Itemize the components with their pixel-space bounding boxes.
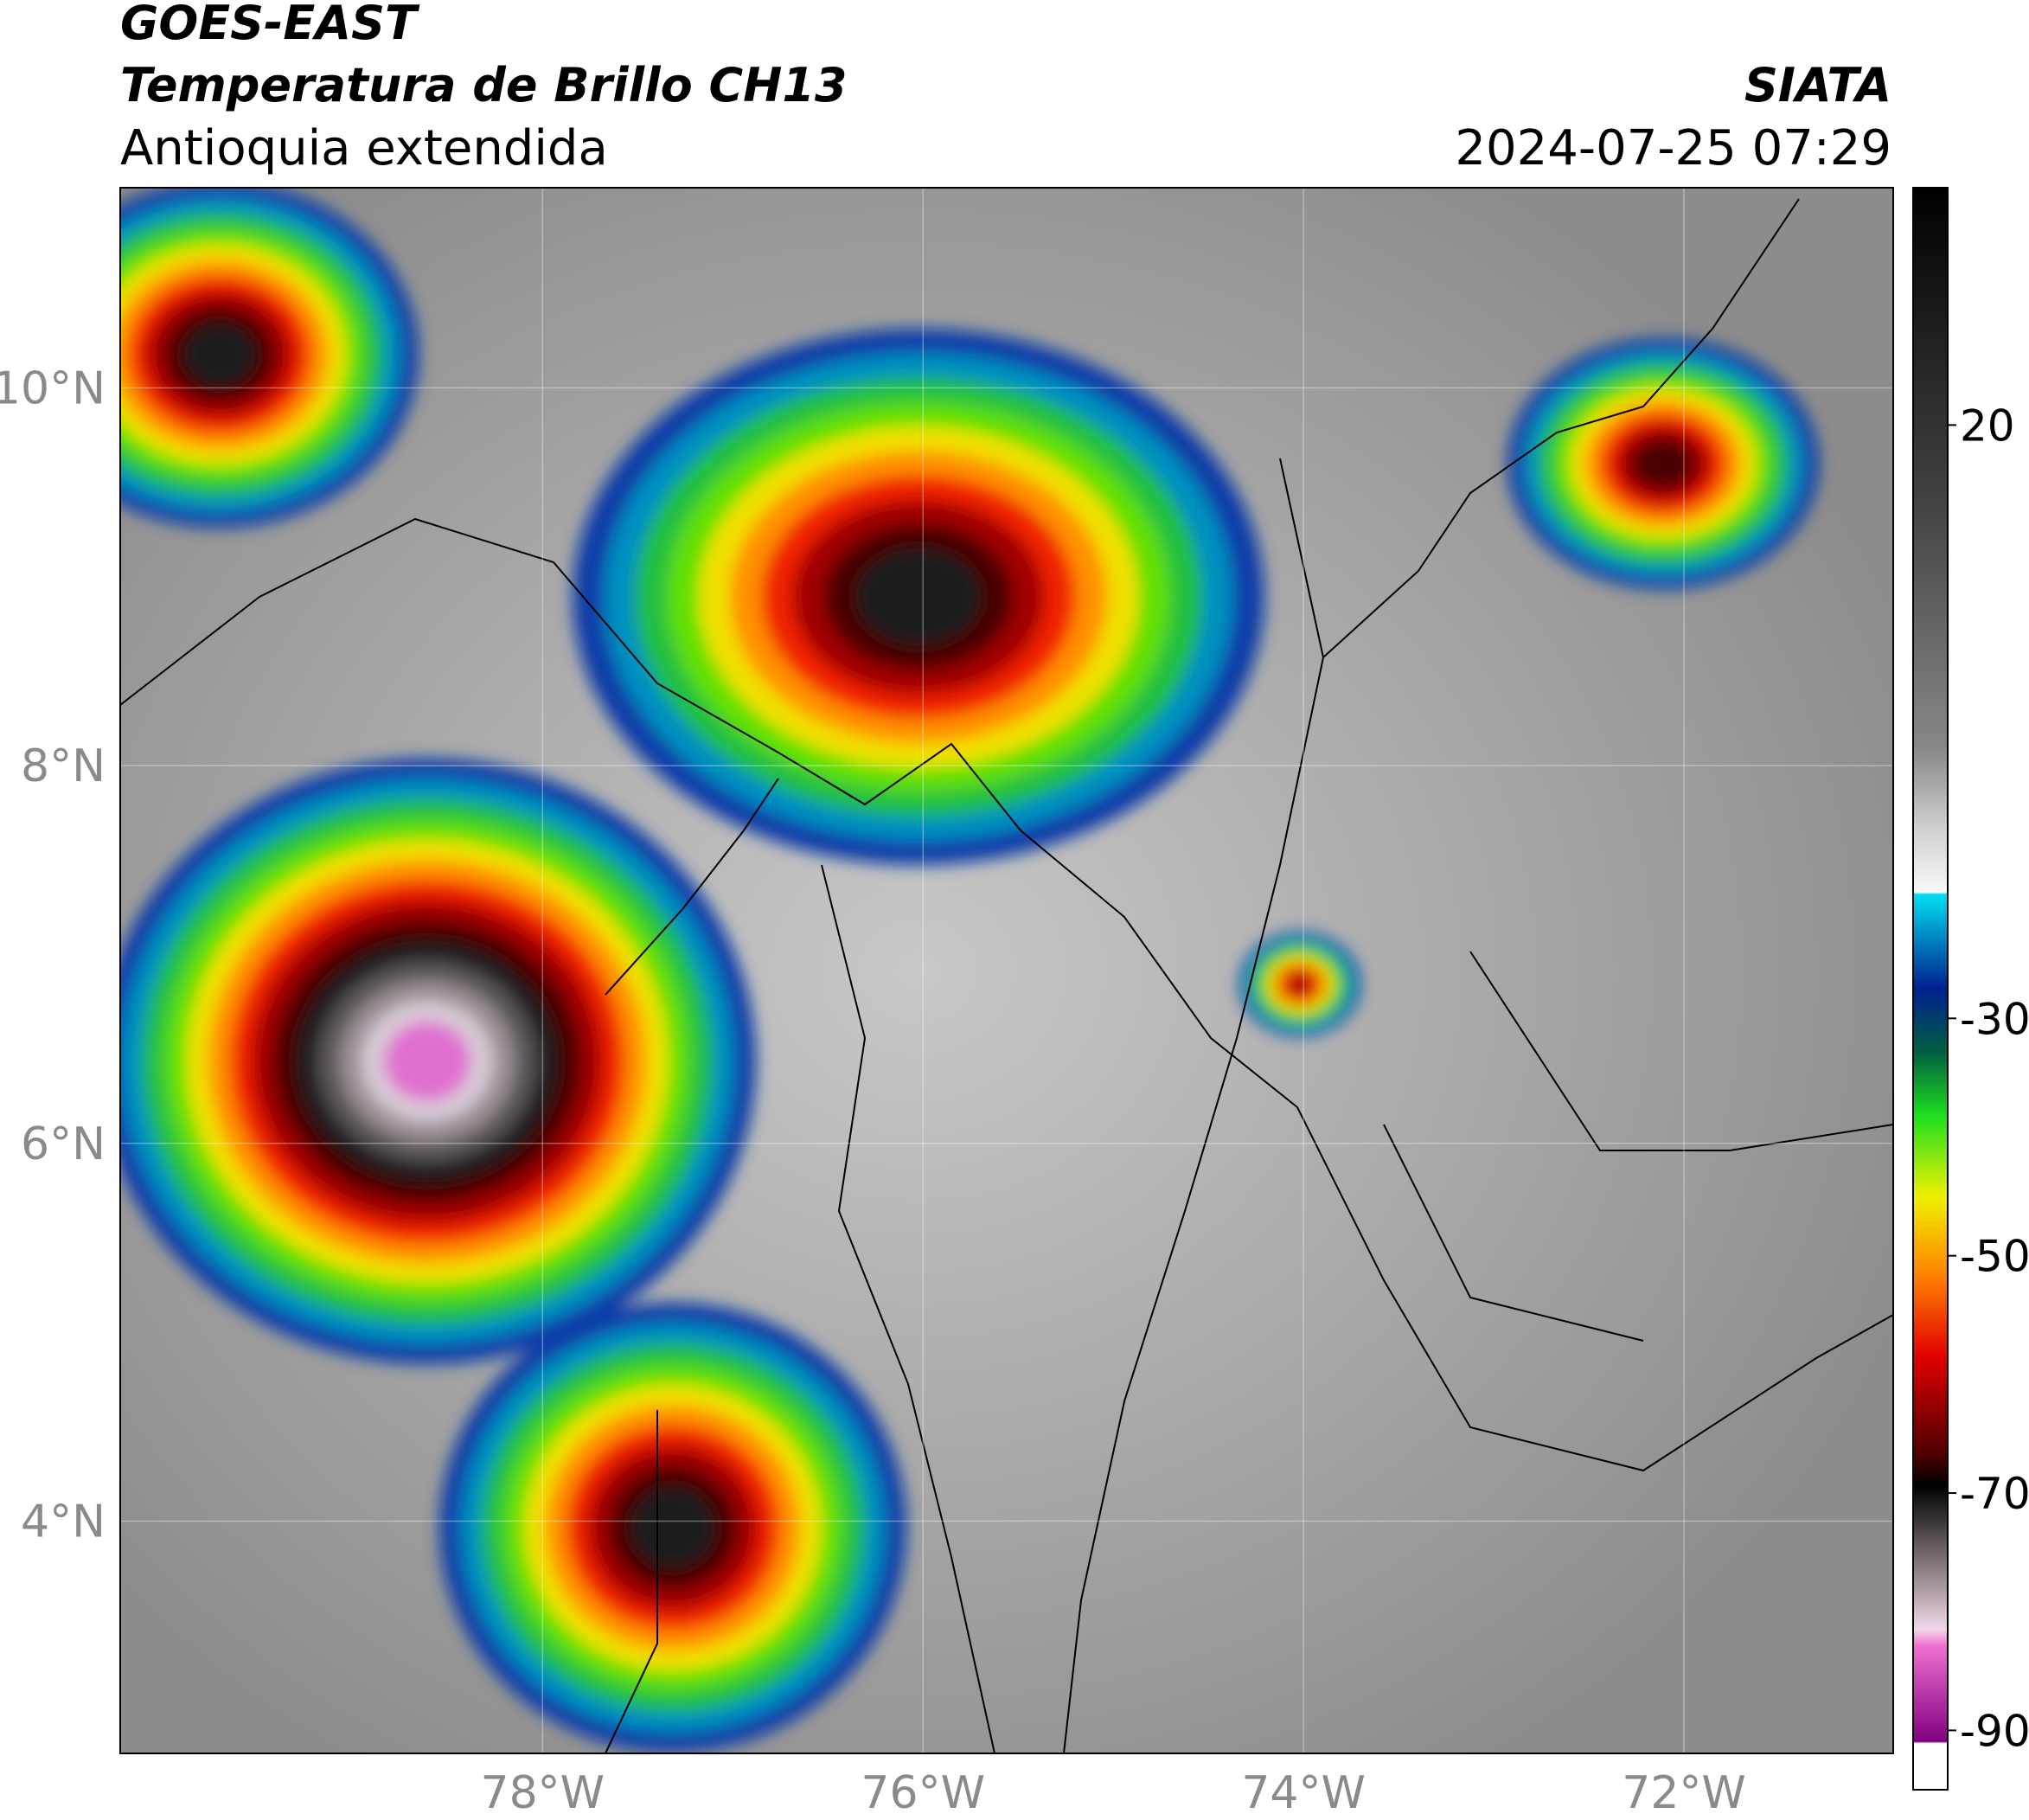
source: SIATA xyxy=(1744,58,1891,112)
border-line xyxy=(1322,198,1800,658)
border-line xyxy=(1383,951,1893,1342)
grid xyxy=(120,188,1893,1753)
y-tick-label: 8°N xyxy=(21,740,106,792)
colorbar-tick-label: -30 xyxy=(1960,994,2029,1044)
borders xyxy=(120,198,1893,1753)
title: GOES-EAST xyxy=(120,0,420,50)
colorbar-tick-label: -50 xyxy=(1960,1232,2029,1282)
colorbar-tick-label: -90 xyxy=(1960,1706,2029,1756)
cloud-tops xyxy=(120,188,1819,1753)
x-tick-label: 72°W xyxy=(1622,1767,1746,1817)
colorbar-tick-label: -70 xyxy=(1960,1469,2029,1519)
border-line xyxy=(605,778,779,1753)
x-tick-label: 78°W xyxy=(481,1767,605,1817)
y-tick-label: 10°N xyxy=(0,362,106,414)
cloud-layer xyxy=(383,1021,471,1102)
y-tick-label: 6°N xyxy=(21,1118,106,1170)
x-tick-label: 74°W xyxy=(1241,1767,1366,1817)
axes: 78°W 76°W 74°W 72°W 10°N 8°N 6°N 4°N 20 -30 -50 -70… xyxy=(0,362,2029,1819)
border-line xyxy=(821,864,995,1753)
colorbar xyxy=(1912,187,1949,1791)
y-tick-label: 4°N xyxy=(21,1496,106,1548)
cloud-layer xyxy=(855,548,982,646)
border-line xyxy=(1063,458,1325,1753)
region: Antioquia extendida xyxy=(120,120,608,176)
datetime: 2024-07-25 07:29 xyxy=(1455,120,1891,176)
cloud-layer xyxy=(1286,972,1314,997)
map-area xyxy=(120,188,1893,1753)
subtitle: Temperatura de Brillo CH13 xyxy=(120,58,848,112)
x-tick-label: 76°W xyxy=(861,1767,985,1817)
colorbar-tick-label: 20 xyxy=(1960,401,2015,451)
cloud-layer xyxy=(183,323,256,387)
border-line xyxy=(120,517,1893,1472)
cloud-layer xyxy=(1632,439,1694,489)
map-frame xyxy=(119,187,1894,1754)
cloud-layer xyxy=(630,1486,716,1569)
